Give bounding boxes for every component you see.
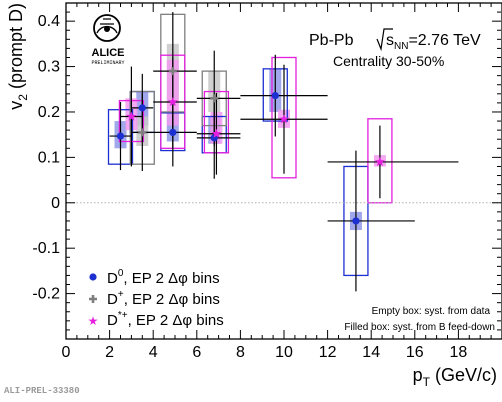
x-tick-label: 6 xyxy=(192,344,201,361)
legend-marker-dstar: ★ xyxy=(88,314,99,328)
x-tick-label: 18 xyxy=(450,344,468,361)
y-tick-label: 0 xyxy=(51,195,60,212)
data-point-d0 xyxy=(271,92,279,100)
box-note-data: Empty box: syst. from data xyxy=(372,306,491,317)
x-tick-label: 4 xyxy=(149,344,158,361)
y-tick-label: 0.1 xyxy=(38,149,60,166)
y-tick-label: 0.3 xyxy=(38,59,60,76)
data-point-d0 xyxy=(116,132,125,140)
legend: D0, EP 2 Δφ bins D+, EP 2 Δφ bins ★ D*+,… xyxy=(88,268,224,329)
x-tick-label: 12 xyxy=(319,344,337,361)
svg-text:sNN=2.76 TeV: sNN=2.76 TeV xyxy=(386,32,481,52)
data-point-d0 xyxy=(138,104,146,112)
centrality-label: Centrality 30-50% xyxy=(333,53,444,69)
data-point-d0 xyxy=(352,217,360,225)
alice-logo: ALICE PRELIMINARY xyxy=(91,14,125,66)
y-tick-label: -0.1 xyxy=(32,240,60,257)
legend-label-d0: D0, EP 2 Δφ bins xyxy=(107,268,220,287)
y-tick-label: -0.2 xyxy=(32,286,60,303)
data-point-dstar xyxy=(168,97,178,106)
data-point-dstar xyxy=(375,156,385,166)
data-point-dstar xyxy=(126,111,137,121)
data-point-d0 xyxy=(169,128,177,137)
logo-status: PRELIMINARY xyxy=(91,60,124,66)
y-tick-label: 0.4 xyxy=(38,13,60,30)
legend-label-dstar: D*+, EP 2 Δφ bins xyxy=(107,310,224,329)
x-tick-label: 10 xyxy=(275,344,293,361)
y-axis-title: v2 (prompt D) xyxy=(6,3,30,110)
data-point-dplus xyxy=(168,67,177,76)
x-tick-label: 16 xyxy=(406,344,424,361)
collision-system: Pb-Pb xyxy=(309,32,354,49)
x-tick-label: 14 xyxy=(362,344,380,361)
footer-label: ALI-PREL-33380 xyxy=(4,386,80,396)
legend-label-dplus: D+, EP 2 Δφ bins xyxy=(107,289,220,308)
x-tick-label: 8 xyxy=(236,344,245,361)
data-point-dstar xyxy=(279,114,289,124)
box-note-feed: Filled box: syst. from B feed-down xyxy=(344,322,495,333)
energy-label: sNN=2.76 TeV xyxy=(376,28,481,52)
syst-box xyxy=(367,118,393,204)
legend-marker-dplus xyxy=(89,295,97,303)
syst-box xyxy=(271,56,297,179)
data-point-dplus xyxy=(138,128,147,137)
x-tick-label: 2 xyxy=(105,344,114,361)
logo-name: ALICE xyxy=(92,47,125,59)
data-point-dplus xyxy=(210,94,219,103)
y-tick-label: 0.2 xyxy=(38,104,60,121)
x-tick-label: 0 xyxy=(62,344,71,361)
legend-marker-d0 xyxy=(89,273,97,281)
x-axis-title: pT (GeV/c) xyxy=(413,365,497,389)
data-point-dstar xyxy=(211,128,222,138)
